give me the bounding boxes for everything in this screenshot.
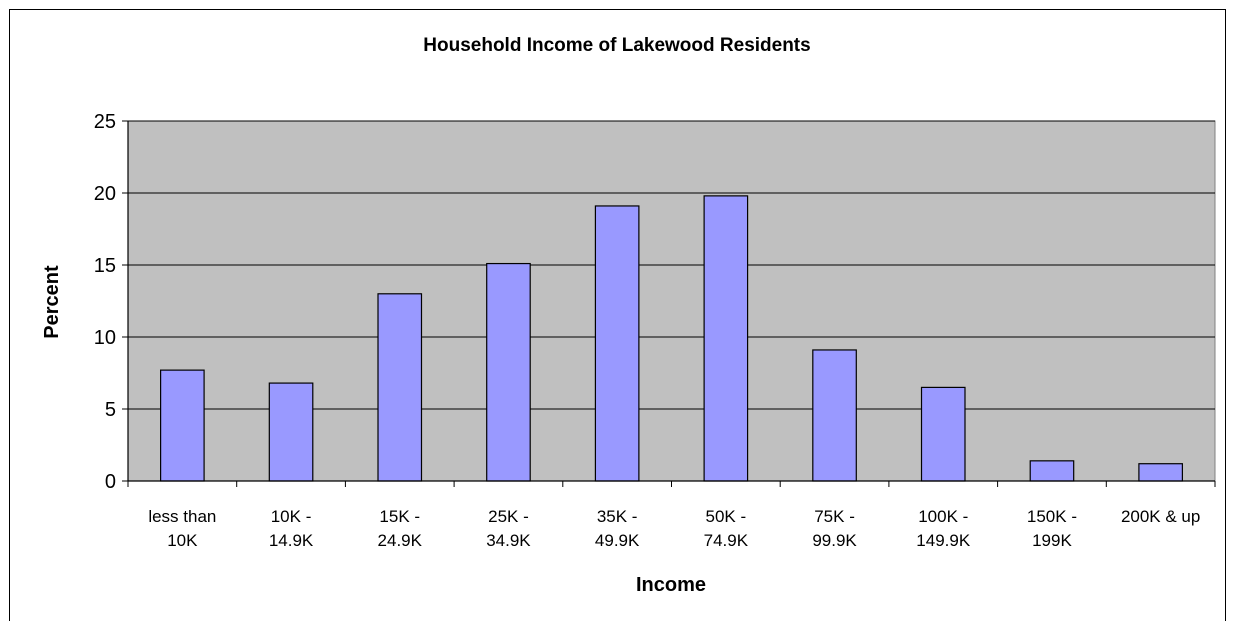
y-tick-labels: 0 5 10 15 20 25 — [94, 111, 116, 493]
bar — [1029, 460, 1075, 482]
y-axis-title: Percent — [41, 265, 63, 339]
x-tick-label: 200K & up — [1121, 507, 1200, 526]
y-tick-label: 10 — [94, 327, 116, 349]
y-tick-label: 20 — [94, 183, 116, 205]
bar — [920, 386, 966, 482]
x-tick-label: less than 10K — [148, 507, 216, 550]
x-tick-labels: less than 10K 10K -14.9K 15K -24.9K 25K -34.… — [148, 507, 1200, 550]
x-tick-label: 35K -49.9K — [595, 507, 640, 550]
bar — [268, 382, 314, 482]
y-tick-label: 15 — [94, 255, 116, 277]
x-tick-label: 10K -14.9K — [269, 507, 314, 550]
x-tick-label: 100K -149.9K — [916, 507, 971, 550]
bar — [377, 293, 423, 482]
bar — [160, 369, 205, 482]
x-tick-label: 25K -34.9K — [486, 507, 531, 550]
y-tick-label: 5 — [105, 399, 116, 421]
bars — [160, 195, 1183, 482]
x-tick-label: 75K -99.9K — [812, 507, 857, 550]
bar — [1138, 463, 1183, 482]
bar — [703, 195, 749, 482]
axes — [122, 120, 1216, 487]
x-axis-title: Income — [636, 574, 706, 596]
bar — [486, 262, 531, 482]
bar — [594, 205, 640, 482]
x-tick-label: 50K -74.9K — [704, 507, 749, 550]
x-tick-label: 150K -199K — [1027, 507, 1077, 550]
y-tick-label: 25 — [94, 111, 116, 133]
chart-title: Household Income of Lakewood Residents — [423, 35, 810, 56]
bar — [812, 349, 857, 482]
y-tick-label: 0 — [105, 471, 116, 493]
x-tick-label: 15K -24.9K — [378, 507, 423, 550]
